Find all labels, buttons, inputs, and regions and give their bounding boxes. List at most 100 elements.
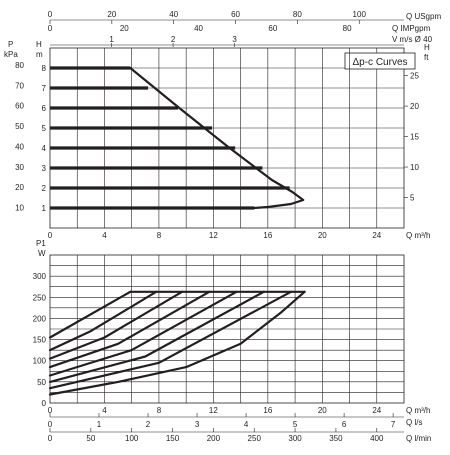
lmin-tick: 100 bbox=[125, 434, 139, 443]
kpa-tick: 60 bbox=[15, 102, 24, 111]
usgpm-tick: 0 bbox=[48, 10, 53, 19]
power-curve-3 bbox=[48, 290, 184, 360]
impgpm-tick: 0 bbox=[48, 24, 53, 33]
lmin-tick: 300 bbox=[288, 434, 302, 443]
lmin-axis-label: Q l/min bbox=[406, 434, 431, 443]
impgpm-tick: 20 bbox=[120, 24, 129, 33]
top-x-axis-label: Q m³/h bbox=[406, 231, 430, 240]
ls-tick: 4 bbox=[244, 420, 249, 429]
h-tick: 6 bbox=[42, 104, 47, 113]
left-axis-label-kpa: kPa bbox=[4, 50, 18, 59]
p1-axis-unit: W bbox=[38, 249, 46, 258]
impgpm-tick: 60 bbox=[268, 24, 277, 33]
top-x-tick: 0 bbox=[48, 231, 53, 240]
top-x-tick: 8 bbox=[157, 231, 162, 240]
ft-axis-label-h: H bbox=[424, 43, 430, 52]
legend-box bbox=[344, 52, 416, 70]
bottom-x-tick: 20 bbox=[318, 406, 327, 415]
p1-tick: 0 bbox=[42, 399, 47, 408]
legend-text: Δp-c Curves bbox=[352, 57, 407, 68]
kpa-tick: 20 bbox=[15, 183, 24, 192]
usgpm-tick: 40 bbox=[169, 10, 178, 19]
lmin-tick: 400 bbox=[370, 434, 384, 443]
ls-tick: 7 bbox=[391, 420, 396, 429]
lmin-tick: 350 bbox=[329, 434, 343, 443]
h-tick: 1 bbox=[42, 204, 47, 213]
velocity-tick: 1 bbox=[109, 35, 114, 44]
ls-tick: 3 bbox=[195, 420, 200, 429]
kpa-tick: 10 bbox=[15, 204, 24, 213]
usgpm-tick: 100 bbox=[353, 10, 367, 19]
ft-tick: 15 bbox=[410, 133, 419, 142]
top-x-tick: 24 bbox=[372, 231, 381, 240]
power-curve-6 bbox=[48, 290, 265, 383]
p1-tick: 250 bbox=[33, 293, 47, 302]
power-curve-8 bbox=[48, 290, 306, 396]
kpa-tick: 80 bbox=[15, 61, 24, 70]
ft-tick: 10 bbox=[410, 163, 419, 172]
top-x-tick: 20 bbox=[318, 231, 327, 240]
p1-tick: 150 bbox=[33, 336, 47, 345]
bottom-x-tick: 8 bbox=[157, 406, 162, 415]
velocity-tick: 2 bbox=[171, 35, 176, 44]
h-tick: 8 bbox=[42, 64, 47, 73]
h-tick: 2 bbox=[42, 184, 47, 193]
p1-tick: 50 bbox=[37, 378, 46, 387]
power-curve-1 bbox=[48, 290, 132, 339]
kpa-tick: 50 bbox=[15, 122, 24, 131]
velocity-axis-label: V m/s Ø 40 bbox=[392, 35, 433, 44]
p1-tick: 200 bbox=[33, 314, 47, 323]
ls-tick: 5 bbox=[293, 420, 298, 429]
h-tick: 4 bbox=[42, 144, 47, 153]
bottom-x-tick: 16 bbox=[263, 406, 272, 415]
bottom-x-tick: 24 bbox=[372, 406, 381, 415]
power-curve-4 bbox=[48, 290, 211, 369]
max-curve bbox=[129, 66, 305, 210]
usgpm-tick: 20 bbox=[107, 10, 116, 19]
lmin-tick: 150 bbox=[166, 434, 180, 443]
bottom-x-tick: 12 bbox=[209, 406, 218, 415]
usgpm-tick: 60 bbox=[231, 10, 240, 19]
ls-axis-label: Q l/s bbox=[406, 418, 422, 427]
usgpm-tick: 80 bbox=[293, 10, 302, 19]
left-axis-label-p: P bbox=[8, 40, 13, 49]
impgpm-tick: 40 bbox=[194, 24, 203, 33]
top-plot-frame bbox=[49, 47, 405, 229]
velocity-tick: 3 bbox=[232, 35, 237, 44]
top-x-tick: 16 bbox=[263, 231, 272, 240]
ft-axis-label-ft: ft bbox=[424, 53, 429, 62]
lmin-tick: 0 bbox=[48, 434, 53, 443]
p1-axis-label: P1 bbox=[36, 239, 46, 248]
h-axis-label-m: m bbox=[36, 50, 43, 59]
lmin-tick: 200 bbox=[207, 434, 221, 443]
p1-tick: 300 bbox=[33, 272, 47, 281]
lmin-tick: 50 bbox=[86, 434, 95, 443]
ft-tick: 25 bbox=[410, 72, 419, 81]
top-x-tick: 4 bbox=[102, 231, 107, 240]
power-curve-5 bbox=[48, 290, 238, 377]
power-curve-2 bbox=[48, 290, 158, 352]
kpa-tick: 70 bbox=[15, 81, 24, 90]
h-tick: 5 bbox=[42, 124, 47, 133]
top-x-tick: 12 bbox=[209, 231, 218, 240]
bottom-x-tick: 4 bbox=[102, 406, 107, 415]
h-tick: 7 bbox=[42, 84, 47, 93]
lmin-tick: 250 bbox=[248, 434, 262, 443]
kpa-tick: 30 bbox=[15, 163, 24, 172]
bottom-x-axis-label: Q m³/h bbox=[406, 406, 430, 415]
ls-tick: 2 bbox=[146, 420, 151, 429]
ls-tick: 0 bbox=[48, 420, 53, 429]
impgpm-tick: 80 bbox=[343, 24, 352, 33]
bottom-x-tick: 0 bbox=[48, 406, 53, 415]
ft-tick: 20 bbox=[410, 102, 419, 111]
h-tick: 3 bbox=[42, 164, 47, 173]
ls-tick: 6 bbox=[342, 420, 347, 429]
p1-tick: 100 bbox=[33, 357, 47, 366]
impgpm-axis-label: Q IMPgpm bbox=[392, 24, 431, 33]
kpa-tick: 40 bbox=[15, 142, 24, 151]
usgpm-axis-label: Q USgpm bbox=[406, 12, 441, 21]
power-curve-7 bbox=[48, 290, 293, 390]
ft-tick: 5 bbox=[410, 194, 415, 203]
